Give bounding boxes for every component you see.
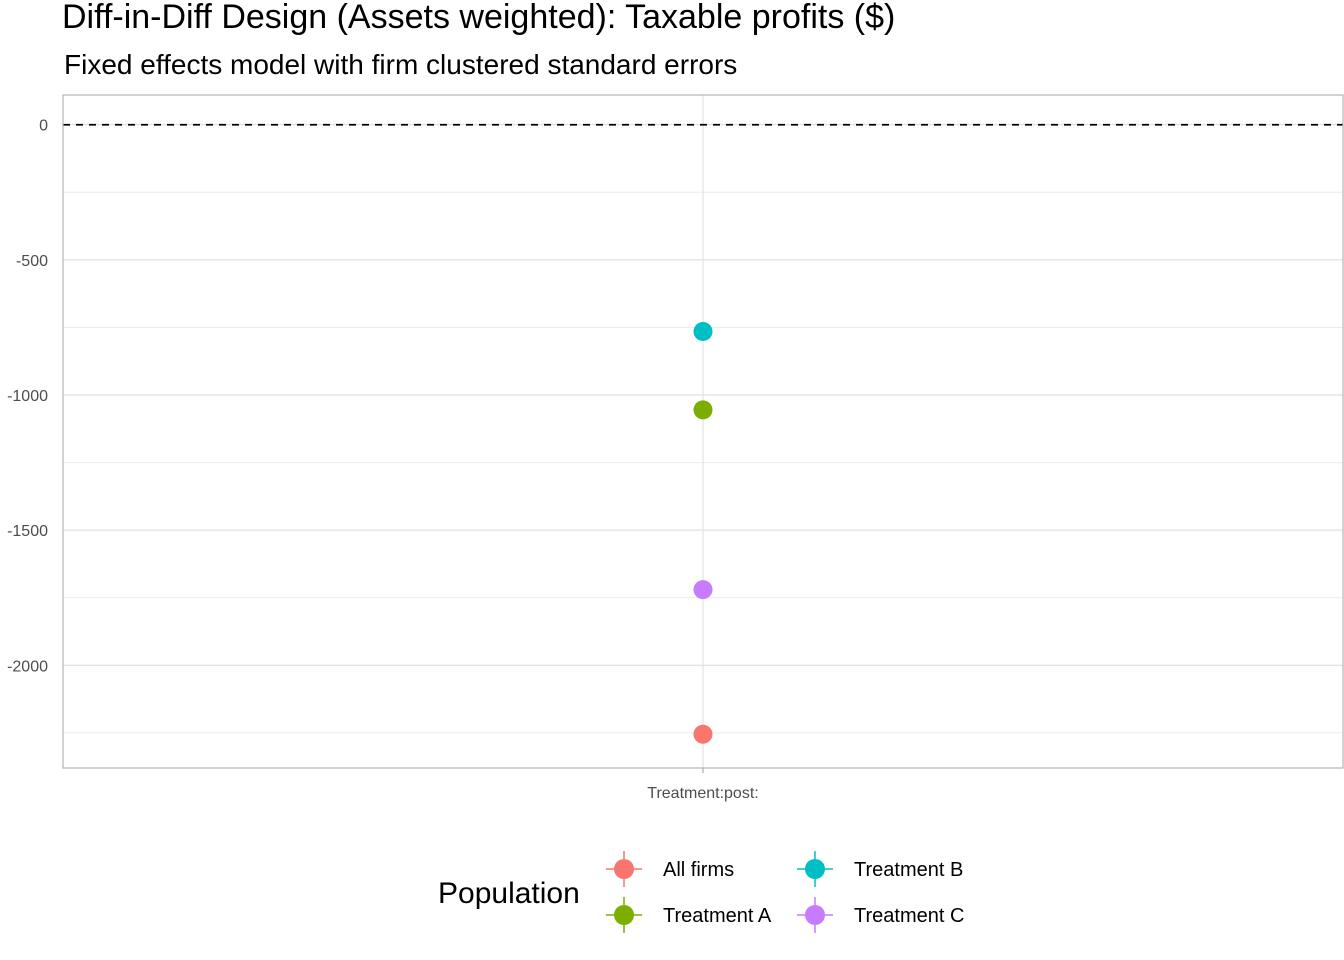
legend-key-point [805, 905, 825, 925]
legend-title: Population [438, 877, 580, 910]
legend-label: Treatment A [663, 905, 772, 927]
data-point [693, 321, 713, 341]
y-tick-label: 0 [39, 118, 48, 135]
y-tick-label: -1500 [7, 523, 48, 540]
legend-key-point [805, 859, 825, 879]
panel-border [62, 94, 1344, 769]
y-tick-label: -2000 [7, 658, 48, 675]
data-point [693, 580, 713, 600]
legend-label: Treatment B [854, 859, 963, 881]
x-tick-label: Treatment:post: [647, 785, 758, 802]
legend-key-point [614, 905, 634, 925]
chart-title: Diff-in-Diff Design (Assets weighted): T… [62, 0, 895, 36]
legend-label: Treatment C [854, 905, 964, 927]
plot-area: 0 -500 -1000 -1500 -2000 Treatment:post: [7, 94, 1344, 802]
legend: Population All firms Treatment A Treatment… [438, 851, 964, 933]
data-point [693, 400, 713, 420]
data-point [693, 724, 713, 744]
y-tick-label: -1000 [7, 388, 48, 405]
legend-key-point [614, 859, 634, 879]
legend-label: All firms [663, 859, 734, 881]
chart-subtitle: Fixed effects model with firm clustered … [64, 49, 737, 80]
y-tick-label: -500 [16, 253, 48, 270]
